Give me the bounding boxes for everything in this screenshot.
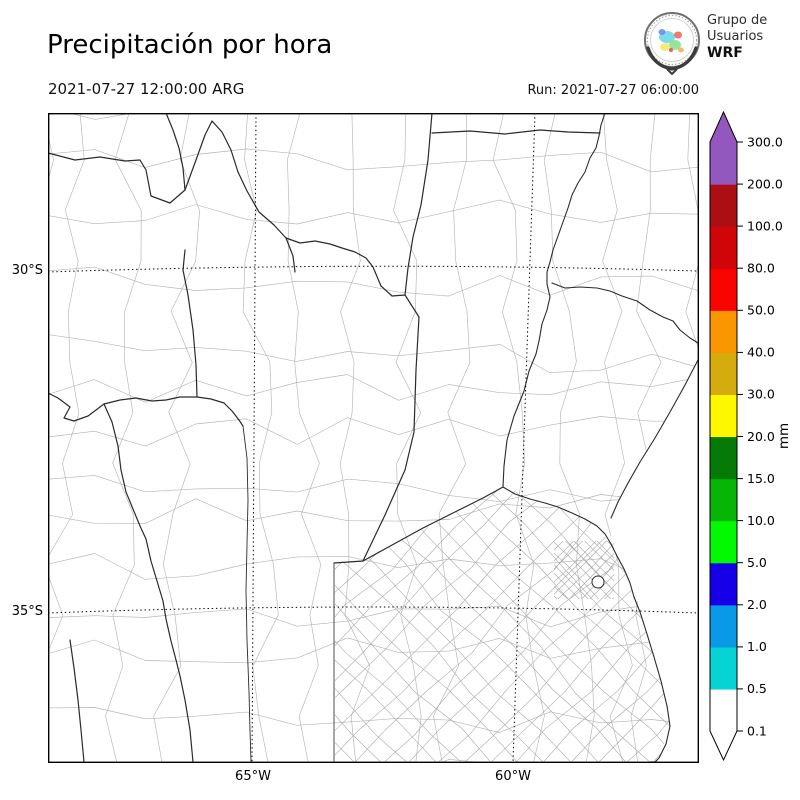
figure-title: Precipitación por hora [47,30,333,60]
lon-label-60w: 60°W [495,769,531,784]
ocean-blank-area [611,359,699,763]
department-boundaries-mesh [48,113,699,763]
colorbar-segments [710,112,737,760]
wrf-logo-seal-icon [644,12,700,76]
map-plot-area [47,112,699,767]
latlon-gridlines [47,112,699,763]
map-frame [47,112,699,763]
colorbar-tick-label: 20.0 [747,429,775,444]
colorbar-tick-label: 2.0 [747,597,767,612]
colorbar-tick-label: 5.0 [747,555,767,570]
lon-label-65w: 65°W [235,769,271,784]
lat-label-35s: 35°S [11,604,43,619]
logo-text-wrf: WRF [707,45,743,61]
logo-text-line1: Grupo de [707,13,768,28]
buenos-aires-partidos-mesh [335,487,670,763]
valid-time-label: 2021-07-27 12:00:00 ARG [48,80,245,98]
precipitation-colorbar: 300.0 200.0 100.0 80.0 50.0 40.0 30.0 20.0 15.0 1… [709,110,792,762]
lat-label-30s: 30°S [11,263,43,278]
logo-text-line2: Usuarios [707,29,764,44]
colorbar-tick-label: 0.5 [747,681,767,696]
gridline-60w [512,112,536,763]
colorbar-tick-label: 50.0 [747,303,775,318]
colorbar-tick-label: 15.0 [747,471,775,486]
wrf-users-group-logo: Grupo de Usuarios WRF [641,9,800,76]
colorbar-tick-label: 200.0 [747,176,783,191]
colorbar-unit-label: mm [776,423,792,449]
colorbar-tick-label: 1.0 [747,639,767,654]
colorbar-tick-label: 40.0 [747,345,775,360]
colorbar-tick-label: 300.0 [747,134,783,149]
city-bay-outline [591,575,605,589]
colorbar-ticks: 300.0 200.0 100.0 80.0 50.0 40.0 30.0 20.0 15.0 1… [737,134,783,738]
run-time-label: Run: 2021-07-27 06:00:00 [527,83,699,98]
colorbar-tick-label: 0.1 [747,723,767,738]
province-boundaries [48,113,699,763]
colorbar-tick-label: 30.0 [747,387,775,402]
gridline-65w [251,112,257,763]
colorbar-tick-label: 80.0 [747,261,775,276]
argentina-boundaries-map [47,112,699,763]
colorbar-tick-label: 100.0 [747,218,783,233]
colorbar-tick-label: 10.0 [747,513,775,528]
colorbar-area: 300.0 200.0 100.0 80.0 50.0 40.0 30.0 20.0 15.0 1… [708,106,800,782]
